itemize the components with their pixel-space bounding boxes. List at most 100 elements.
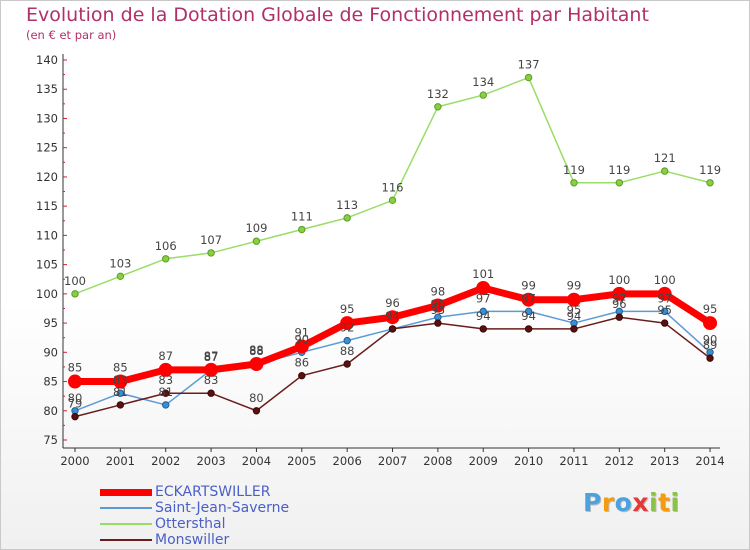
data-point <box>657 286 672 301</box>
data-label: 98 <box>431 285 446 299</box>
x-tick-label: 2001 <box>106 454 135 468</box>
data-label: 83 <box>204 373 219 387</box>
data-point <box>521 292 536 307</box>
data-label: 95 <box>567 303 582 317</box>
x-tick-label: 2010 <box>514 454 543 468</box>
data-point <box>434 103 442 111</box>
data-label: 81 <box>158 385 173 399</box>
data-label: 87 <box>158 349 173 363</box>
data-point <box>162 389 170 397</box>
data-label: 107 <box>200 233 222 247</box>
data-label: 134 <box>472 75 494 89</box>
y-tick-label: 75 <box>43 433 58 447</box>
data-label: 97 <box>657 291 672 305</box>
data-point <box>434 319 442 327</box>
data-point <box>252 407 261 415</box>
data-label: 132 <box>427 87 449 101</box>
data-point <box>660 307 669 316</box>
data-point <box>113 374 128 389</box>
data-point <box>479 91 487 99</box>
data-point <box>116 401 125 409</box>
data-point <box>524 325 533 333</box>
data-label: 88 <box>249 343 264 357</box>
x-tick-label: 2012 <box>605 454 634 468</box>
data-label: 95 <box>431 303 446 317</box>
data-point <box>703 316 718 331</box>
x-tick-label: 2011 <box>559 454 588 468</box>
x-tick-label: 2003 <box>196 454 225 468</box>
data-label: 109 <box>245 221 267 235</box>
legend-label: Ottersthal <box>155 516 226 532</box>
data-label: 80 <box>68 391 83 405</box>
data-label: 106 <box>155 239 177 253</box>
data-label: 94 <box>567 309 582 323</box>
x-tick-label: 2013 <box>650 454 679 468</box>
data-label: 119 <box>563 163 585 177</box>
data-label: 88 <box>249 344 264 358</box>
y-tick-label: 125 <box>36 141 58 155</box>
data-label: 100 <box>608 273 630 287</box>
y-tick-label: 110 <box>36 228 58 242</box>
data-label: 99 <box>521 279 536 293</box>
x-tick-label: 2008 <box>423 454 452 468</box>
data-point <box>615 179 624 187</box>
data-point <box>207 389 215 397</box>
x-tick-label: 2005 <box>287 454 316 468</box>
logo-letter: i <box>670 488 680 517</box>
data-point <box>388 325 397 333</box>
legend-label: Monswiller <box>155 532 230 548</box>
x-tick-label: 2002 <box>151 454 180 468</box>
data-point <box>660 319 669 327</box>
data-label: 91 <box>294 325 309 339</box>
y-tick-label: 130 <box>36 111 58 125</box>
data-label: 97 <box>476 291 491 305</box>
data-label: 101 <box>472 267 494 281</box>
data-point <box>566 292 581 307</box>
proxiti-logo: Proxiti <box>583 488 680 517</box>
data-label: 88 <box>340 344 355 358</box>
y-tick-label: 115 <box>36 199 58 213</box>
y-tick-label: 85 <box>43 375 58 389</box>
data-point <box>476 281 491 295</box>
data-label: 85 <box>68 361 83 375</box>
data-point <box>706 354 714 362</box>
data-label: 97 <box>521 291 536 305</box>
data-point <box>294 339 309 354</box>
data-label: 119 <box>608 163 630 177</box>
data-label: 90 <box>703 332 718 346</box>
logo-letter: o <box>614 488 633 517</box>
data-point <box>479 325 487 333</box>
data-label: 81 <box>113 385 128 399</box>
x-tick-label: 2006 <box>333 454 362 468</box>
data-label: 96 <box>612 297 627 311</box>
data-label: 111 <box>291 210 313 224</box>
data-label: 119 <box>699 163 721 177</box>
logo-letter: x <box>632 488 649 517</box>
data-point <box>116 272 125 281</box>
line-chart: 75 80 85 90 95 100 105 110 115 120 125 130 135 140 200… <box>36 53 725 468</box>
data-point <box>340 316 355 331</box>
data-label: 96 <box>431 297 446 311</box>
data-label: 94 <box>385 309 400 323</box>
y-tick-label: 90 <box>43 345 58 359</box>
data-label: 83 <box>158 373 173 387</box>
data-point <box>158 362 173 377</box>
data-label: 96 <box>385 296 400 310</box>
data-label: 87 <box>204 350 219 364</box>
chart-title: Evolution de la Dotation Globale de Fonc… <box>26 4 649 26</box>
data-point <box>298 371 306 380</box>
data-point <box>249 357 264 371</box>
data-point <box>524 307 533 316</box>
data-label: 94 <box>385 309 400 323</box>
data-label: 92 <box>340 321 355 335</box>
legend-swatch <box>100 507 152 509</box>
data-label: 97 <box>612 291 627 305</box>
data-point <box>385 310 400 325</box>
x-tick-label: 2014 <box>695 454 724 468</box>
logo-letter: t <box>658 488 671 517</box>
data-point <box>660 167 669 175</box>
data-point <box>71 412 79 421</box>
data-point <box>706 179 714 187</box>
x-tick-label: 2000 <box>60 454 89 468</box>
legend-label: ECKARTSWILLER <box>155 484 271 500</box>
